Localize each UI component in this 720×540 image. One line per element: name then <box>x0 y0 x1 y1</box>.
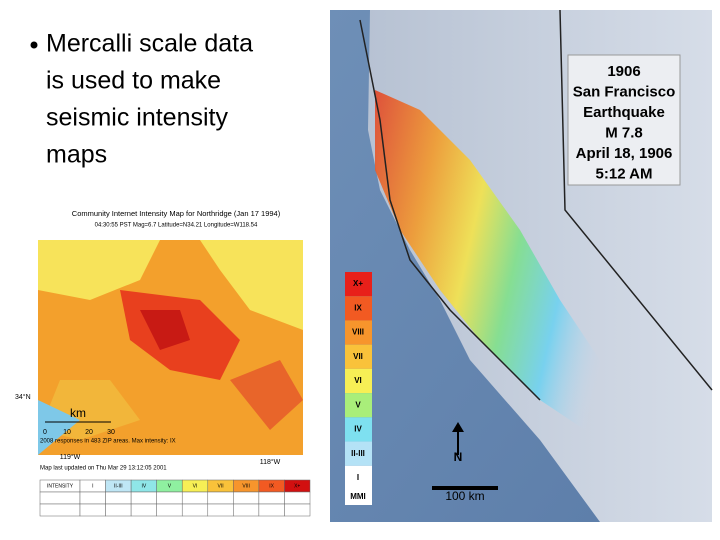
legend-swatch <box>345 296 372 321</box>
bullet-line: Mercalli scale data <box>46 30 253 58</box>
box-line: April 18, 1906 <box>576 145 673 162</box>
legend-swatch <box>345 344 372 369</box>
legend-swatch <box>345 272 372 297</box>
scale-label: 100 km <box>445 489 484 503</box>
legend-label: IV <box>354 425 362 434</box>
table-header: IX <box>269 483 274 489</box>
table-cell <box>284 503 311 517</box>
legend-swatch <box>345 320 372 345</box>
table-header: V <box>168 483 172 489</box>
table-cell <box>258 491 285 505</box>
table-cell <box>105 503 132 517</box>
bullet-line: is used to make <box>46 67 221 95</box>
legend-label: II-III <box>351 449 365 458</box>
table-header: VIII <box>242 483 250 489</box>
lat-label: 34°N <box>15 393 31 401</box>
table-header: VI <box>193 483 198 489</box>
table-cell <box>181 503 209 517</box>
km-tick: 10 <box>63 429 71 436</box>
legend-label: VI <box>354 376 362 385</box>
table-header: I <box>92 483 93 489</box>
lon-label: 119°W <box>60 453 81 461</box>
table-cell <box>39 503 81 517</box>
north-label: N <box>454 450 463 464</box>
km-label: km <box>70 406 86 420</box>
table-header: X+ <box>294 483 300 489</box>
km-tick: 20 <box>85 429 93 436</box>
table-header: IV <box>142 483 147 489</box>
northridge-map: Community Internet Intensity Map for Nor… <box>15 205 318 520</box>
legend-label: V <box>355 400 361 409</box>
legend-title: MMI <box>350 492 366 501</box>
table-header: VII <box>217 483 223 489</box>
table-cell <box>181 491 209 505</box>
table-cell <box>156 503 183 517</box>
legend-label: IX <box>354 303 362 312</box>
table-cell <box>233 491 260 505</box>
table-cell <box>79 503 106 517</box>
table-cell <box>258 503 285 517</box>
legend-swatch <box>345 417 372 442</box>
updated: Map last updated on Thu Mar 29 13:12:05 … <box>40 466 167 472</box>
sf-map: 1906 San Francisco Earthquake M 7.8 April 18… <box>330 9 713 522</box>
responses: 2008 responses in 483 ZIP areas. Max int… <box>40 439 176 445</box>
km-tick: 0 <box>43 429 47 436</box>
table-cell <box>130 491 157 505</box>
legend-label: VIII <box>352 328 364 337</box>
table-header: INTENSITY <box>47 483 74 489</box>
table-cell <box>156 491 183 505</box>
table-cell <box>79 491 106 505</box>
map-title: Community Internet Intensity Map for Nor… <box>72 209 281 218</box>
bullet-line: seismic intensity <box>46 104 228 132</box>
legend-swatch <box>345 368 372 394</box>
table-cell <box>233 503 260 517</box>
legend-swatch <box>345 441 372 466</box>
lon-label: 118°W <box>260 458 281 466</box>
box-line: San Francisco <box>573 83 676 100</box>
box-line: Earthquake <box>583 104 665 121</box>
bullet-text: Mercalli scale data is used to make seismi… <box>46 30 253 169</box>
box-line: M 7.8 <box>605 124 643 141</box>
table-cell <box>105 491 132 505</box>
table-cell <box>130 503 157 517</box>
table-cell <box>207 503 234 517</box>
box-line: 1906 <box>607 63 640 80</box>
bullet-dot <box>30 41 38 49</box>
bullet-line: maps <box>46 141 107 169</box>
legend-swatch <box>345 393 372 418</box>
legend-footer <box>345 490 372 505</box>
legend-label: VII <box>353 352 363 361</box>
legend-swatch <box>345 465 372 490</box>
table-header: II-III <box>114 483 123 489</box>
km-tick: 30 <box>107 429 115 436</box>
table-cell <box>39 491 81 505</box>
table-cell <box>284 491 311 505</box>
table-cell <box>207 491 234 505</box>
box-line: 5:12 AM <box>596 165 653 182</box>
map-subtitle: 04:30:55 PST Mag=6.7 Latitude=N34.21 Lon… <box>95 223 258 229</box>
legend-label: I <box>357 473 359 482</box>
legend-label: X+ <box>353 279 363 288</box>
